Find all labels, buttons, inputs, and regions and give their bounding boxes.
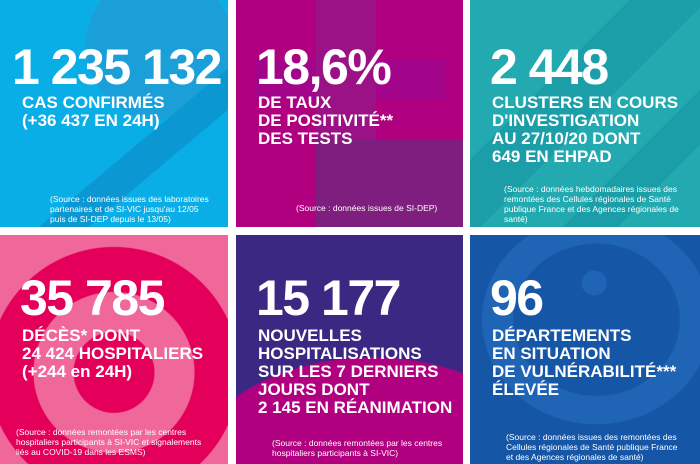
stat-label: NOUVELLES HOSPITALISATIONS SUR LES 7 DER… [258, 327, 452, 417]
label-line: D'INVESTIGATION [492, 111, 640, 130]
label-line: EN SITUATION [492, 344, 611, 363]
stat-value: 35 785 [20, 270, 165, 326]
tile-clusters: 2 448 CLUSTERS EN COURS D'INVESTIGATION … [470, 0, 700, 227]
source-line: (Source : données remontées par les cent… [272, 438, 443, 448]
source-line: Cellules régionales de Santé publique Fr… [506, 442, 678, 452]
source-line: publique France et des Agences régionale… [504, 204, 679, 214]
source-line: hospitaliers participants à SI-VIC) [272, 448, 399, 458]
source-note: (Source : données remontées par les cent… [16, 427, 201, 457]
label-line: CLUSTERS EN COURS [492, 93, 679, 112]
source-line: (Source : données issues des laboratoire… [50, 194, 209, 204]
source-line: (Source : données issues des remontées d… [506, 432, 677, 442]
source-note: (Source : données issues des laboratoire… [50, 194, 209, 224]
tile-vulnerable-departments: 96 DÉPARTEMENTS EN SITUATION DE VULNÉRAB… [470, 235, 700, 464]
stat-value: 96 [490, 270, 544, 326]
label-line: NOUVELLES [258, 326, 362, 345]
label-line: 649 EN EHPAD [492, 147, 612, 166]
stat-value: 2 448 [490, 39, 609, 95]
stat-value: 18,6% [256, 39, 392, 95]
label-line: SUR LES 7 DERNIERS [258, 362, 439, 381]
source-line: puis de SI-DEP depuis le 13/05) [50, 214, 171, 224]
label-line: HOSPITALISATIONS [258, 344, 422, 363]
label-line: DE POSITIVITÉ** [258, 111, 394, 130]
stat-label: CLUSTERS EN COURS D'INVESTIGATION AU 27/… [492, 94, 678, 166]
label-line: ÉLEVÉE [492, 380, 560, 399]
stat-label: DÉPARTEMENTS EN SITUATION DE VULNÉRABILI… [492, 327, 676, 399]
source-line: et des Agences régionales de santé) [506, 452, 644, 462]
source-note: (Source : données hebdomadaires issues d… [504, 184, 679, 224]
source-line: partenaires et de SI-VIC jusqu'au 12/05 [50, 204, 199, 214]
tile-deaths: 35 785 DÉCÈS* DONT 24 424 HOSPITALIERS (… [0, 235, 228, 464]
label-line: (+36 437 EN 24H) [22, 111, 160, 130]
stat-label: DÉCÈS* DONT 24 424 HOSPITALIERS (+244 en… [22, 327, 203, 381]
source-line: hospitaliers participants à SI-VIC et si… [16, 437, 202, 447]
tile-hospitalisations: 15 177 NOUVELLES HOSPITALISATIONS SUR LE… [236, 235, 463, 464]
label-line: AU 27/10/20 DONT [492, 129, 641, 148]
source-note: (Source : données issues des remontées d… [506, 432, 678, 462]
source-line: (Source : données hebdomadaires issues d… [504, 184, 677, 194]
label-line: DÉCÈS* DONT [22, 326, 141, 345]
label-line: DE VULNÉRABILITÉ*** [492, 362, 677, 381]
stat-label: CAS CONFIRMÉS (+36 437 EN 24H) [22, 94, 165, 130]
source-note: (Source : données remontées par les cent… [272, 438, 442, 458]
stat-value: 15 177 [256, 270, 401, 326]
stat-value: 1 235 132 [12, 39, 222, 95]
label-line: DES TESTS [258, 129, 353, 148]
tile-confirmed-cases: 1 235 132 CAS CONFIRMÉS (+36 437 EN 24H)… [0, 0, 228, 227]
source-note: (Source : données issues de SI-DEP) [296, 203, 437, 213]
source-line: liés au COVID-19 dans les ESMS) [16, 447, 146, 457]
source-line: (Source : données issues de SI-DEP) [296, 203, 438, 213]
label-line: 24 424 HOSPITALIERS [22, 344, 204, 363]
label-line: DE TAUX [258, 93, 332, 112]
label-line: (+244 en 24H) [22, 362, 133, 381]
label-line: JOURS DONT [258, 380, 370, 399]
source-line: (Source : données remontées par les cent… [16, 427, 187, 437]
source-line: remontées des Cellules régionales de San… [504, 194, 671, 204]
tile-positivity-rate: 18,6% DE TAUX DE POSITIVITÉ** DES TESTS … [236, 0, 463, 227]
label-line: CAS CONFIRMÉS [22, 93, 165, 112]
label-line: DÉPARTEMENTS [492, 326, 632, 345]
source-line: santé) [504, 214, 528, 224]
label-line: 2 145 EN RÉANIMATION [258, 398, 453, 417]
stat-label: DE TAUX DE POSITIVITÉ** DES TESTS [258, 94, 393, 148]
